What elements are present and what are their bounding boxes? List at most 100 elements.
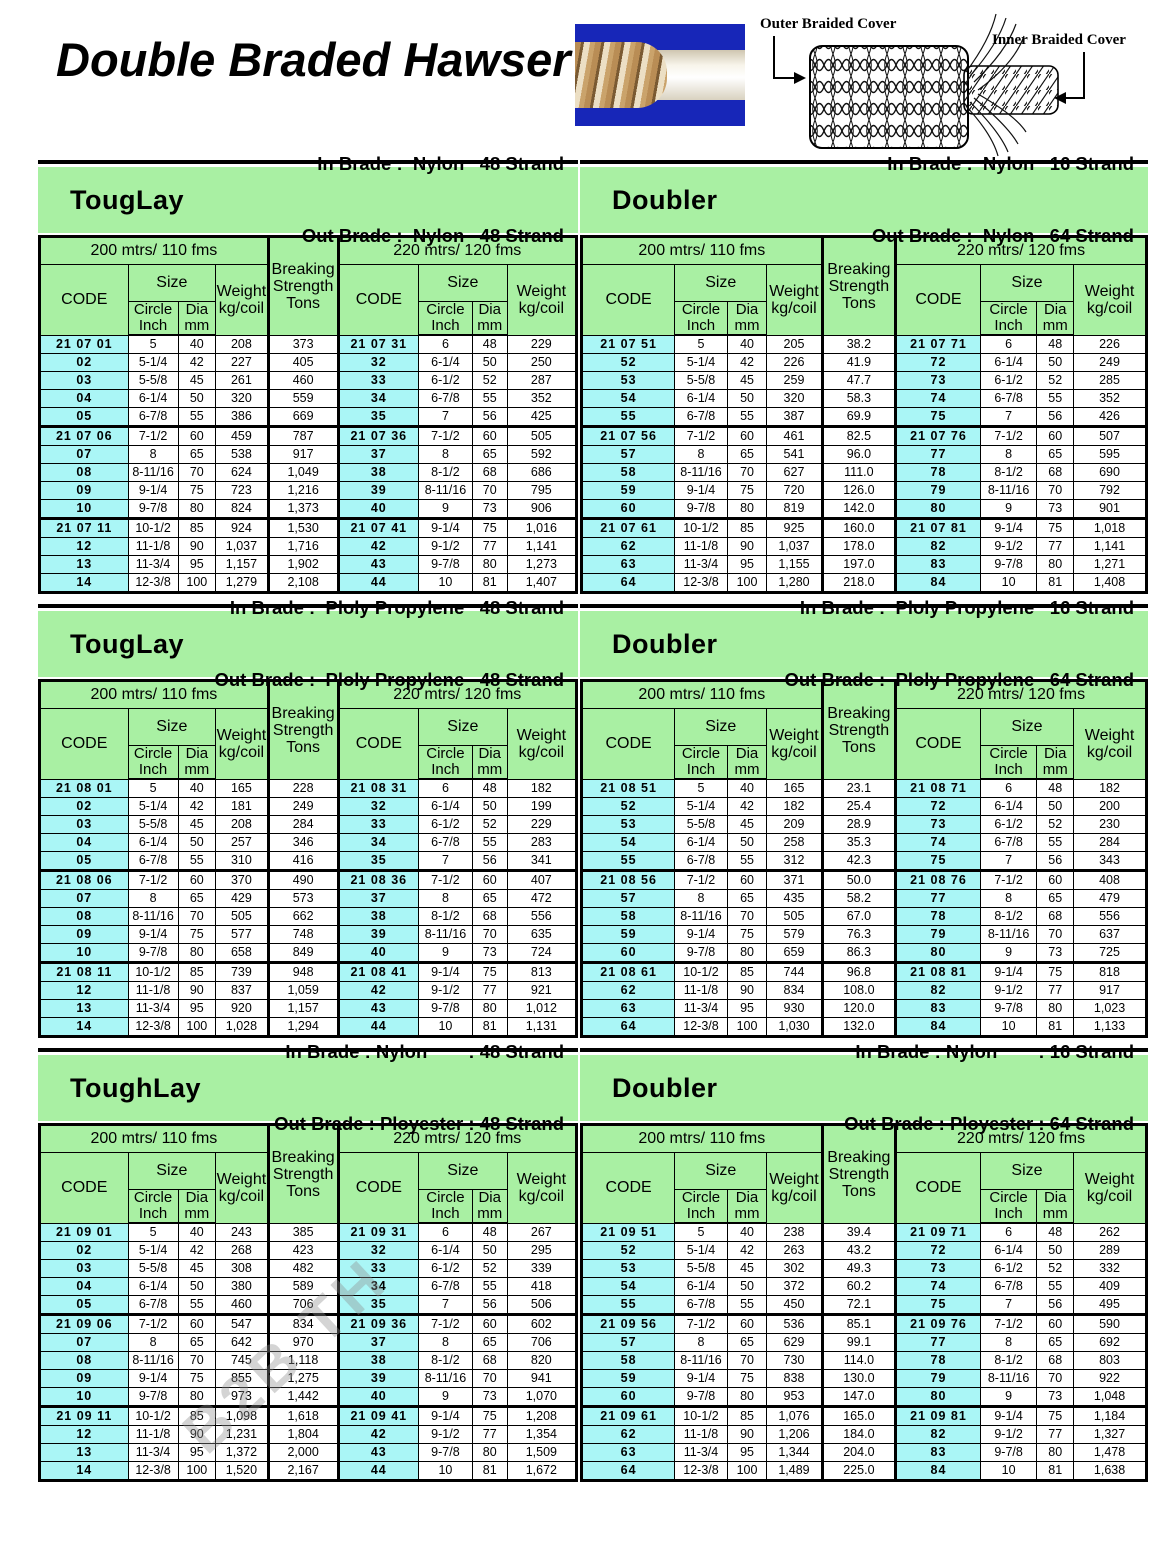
dia-cell: 65	[1036, 1333, 1075, 1353]
weight-cell: 426	[1073, 407, 1147, 428]
breaking-strength-cell: 50.0	[820, 869, 898, 891]
circle-size-cell: 5	[127, 1222, 179, 1243]
weight-cell: 435	[766, 889, 823, 909]
breaking-strength-cell: 669	[266, 407, 340, 428]
dia-cell: 80	[471, 1443, 508, 1463]
breaking-strength-cell: 218.0	[820, 573, 898, 594]
code-cell: 21 09 01	[39, 1222, 129, 1243]
weight-cell: 1,131	[506, 1017, 578, 1038]
code-cell: 04	[39, 1277, 129, 1297]
table-row: 12 11-1/8 90 1,037 1,716 42 9-1/2 77 1,141	[39, 537, 578, 557]
code-header: CODE	[337, 708, 420, 780]
weight-cell: 925	[766, 517, 823, 539]
code-cell: 44	[337, 1461, 420, 1482]
weight-cell: 838	[766, 1369, 823, 1389]
weight-cell: 1,354	[506, 1425, 578, 1445]
table-row: 21 09 61 10-1/2 85 1,076 165.0 21 09 81 9-1/4 7…	[580, 1405, 1147, 1427]
circle-size-cell: 9-7/8	[674, 943, 728, 964]
circle-inch-header: Circle Inch	[127, 745, 179, 781]
dia-cell: 80	[1036, 999, 1075, 1019]
breaking-strength-cell: 1,804	[266, 1425, 340, 1445]
weight-cell: 819	[766, 499, 823, 520]
code-cell: 44	[337, 1017, 420, 1038]
circle-size-cell: 7-1/2	[979, 869, 1038, 891]
table-row: 60 9-7/8 80 659 86.3 80 9 73 725	[580, 943, 1147, 964]
circle-size-cell: 11-1/8	[127, 537, 179, 557]
brade-spec: In Brade : Nylon 16 Strand Out Brade : N…	[872, 104, 1148, 296]
table-row: 58 8-11/16 70 505 67.0 78 8-1/2 68 556	[580, 907, 1147, 927]
circle-size-cell: 6-1/2	[979, 815, 1038, 835]
circle-size-cell: 9-7/8	[127, 1387, 179, 1408]
out-brade-line: Out Brade : Ployester : 48 Strand	[274, 1113, 564, 1135]
code-cell: 02	[39, 797, 129, 817]
dia-cell: 55	[471, 833, 508, 853]
table-row: 62 11-1/8 90 1,037 178.0 82 9-1/2 77 1,141	[580, 537, 1147, 557]
code-cell: 21 09 71	[895, 1222, 981, 1243]
breaking-strength-cell: 108.0	[820, 981, 898, 1001]
dia-cell: 40	[177, 1222, 217, 1243]
dia-cell: 95	[177, 555, 217, 575]
dia-cell: 65	[177, 1333, 217, 1353]
code-cell: 21 08 06	[39, 869, 129, 891]
rope-photo	[575, 24, 745, 126]
code-cell: 62	[580, 537, 676, 557]
code-cell: 78	[895, 907, 981, 927]
code-cell: 57	[580, 1333, 676, 1353]
code-cell: 42	[337, 981, 420, 1001]
weight-cell: 536	[766, 1313, 823, 1335]
weight-cell: 624	[215, 463, 269, 483]
table-row: 58 8-11/16 70 730 114.0 78 8-1/2 68 803	[580, 1351, 1147, 1371]
code-cell: 75	[895, 1295, 981, 1316]
block-title: TougLay	[70, 628, 184, 659]
table-row: 10 9-7/8 80 824 1,373 40 9 73 906	[39, 499, 578, 520]
table-row: 21 07 01 5 40 208 373 21 07 31 6 48 229	[39, 334, 578, 355]
table-row: 09 9-1/4 75 577 748 39 8-11/16 70 635	[39, 925, 578, 945]
weight-cell: 795	[506, 481, 578, 501]
dia-cell: 75	[177, 1369, 217, 1389]
breaking-strength-cell: 86.3	[820, 943, 898, 964]
size-header: Size	[674, 1152, 768, 1190]
code-cell: 21 07 51	[580, 334, 676, 355]
breaking-strength-cell: 96.8	[820, 961, 898, 983]
code-cell: 42	[337, 537, 420, 557]
weight-cell: 257	[215, 833, 269, 853]
circle-inch-header: Circle Inch	[674, 301, 728, 337]
dia-cell: 70	[726, 907, 768, 927]
weight-cell: 343	[1073, 851, 1147, 872]
dia-cell: 68	[471, 1351, 508, 1371]
in-brade-line: In Brade : Ploly Propylene 16 Strand	[799, 596, 1134, 618]
dia-mm-header: Dia mm	[177, 301, 217, 337]
circle-size-cell: 7-1/2	[674, 1313, 728, 1335]
dia-cell: 56	[1036, 851, 1075, 872]
code-cell: 21 08 31	[337, 778, 420, 799]
weight-cell: 720	[766, 481, 823, 501]
code-cell: 34	[337, 389, 420, 409]
circle-size-cell: 10	[979, 1461, 1038, 1482]
dia-cell: 55	[177, 1295, 217, 1316]
circle-size-cell: 5-1/4	[674, 353, 728, 373]
circle-size-cell: 9-7/8	[979, 999, 1038, 1019]
dia-cell: 55	[726, 851, 768, 872]
circle-size-cell: 7-1/2	[127, 1313, 179, 1335]
weight-cell: 813	[506, 961, 578, 983]
circle-size-cell: 7-1/2	[127, 869, 179, 891]
weight-cell: 261	[215, 371, 269, 391]
circle-size-cell: 12-3/8	[127, 1017, 179, 1038]
breaking-strength-cell: 178.0	[820, 537, 898, 557]
weight-cell: 1,672	[506, 1461, 578, 1482]
dia-mm-header: Dia mm	[471, 1189, 508, 1225]
block-header: ToughLay In Brade : Nylon : 48 Strand Ou…	[38, 1041, 578, 1134]
weight-cell: 287	[506, 371, 578, 391]
table-row: 57 8 65 629 99.1 77 8 65 692	[580, 1333, 1147, 1353]
breaking-strength-cell: 346	[266, 833, 340, 853]
circle-size-cell: 9-7/8	[418, 999, 473, 1019]
code-cell: 21 09 61	[580, 1405, 676, 1427]
brade-spec: In Brade : Nylon : 48 Strand Out Brade :…	[274, 992, 578, 1184]
table-row: 55 6-7/8 55 387 69.9 75 7 56 426	[580, 407, 1147, 428]
weight-cell: 407	[506, 869, 578, 891]
circle-size-cell: 6-7/8	[418, 389, 473, 409]
spec-table-body: 21 08 51 5 40 165 23.1 21 08 71 6 48 182 52 5-1/4 4…	[580, 778, 1147, 1038]
dia-cell: 40	[726, 778, 768, 799]
dia-cell: 50	[177, 389, 217, 409]
weight-cell: 289	[1073, 1241, 1147, 1261]
